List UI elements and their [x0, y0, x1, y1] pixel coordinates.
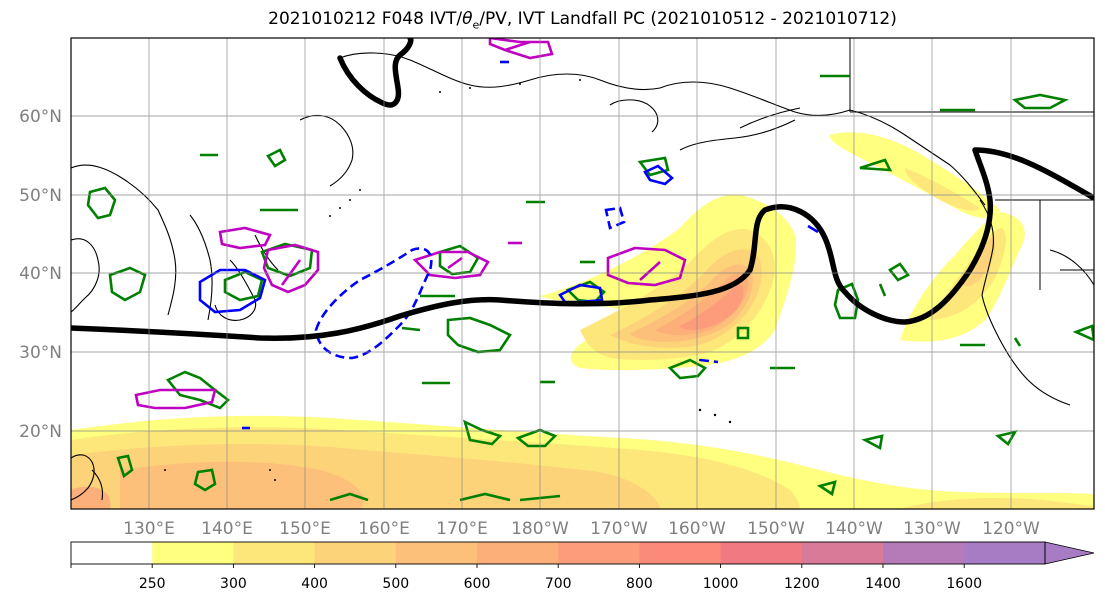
lon-label-160w: 160°W — [668, 519, 726, 539]
lon-label-140w: 140°W — [825, 519, 883, 539]
lon-label-170e: 170°E — [436, 519, 488, 539]
colorbar-tick-label: 800 — [626, 576, 653, 592]
colorbar-swatch — [477, 542, 559, 564]
longitude-labels: 130°E 140°E 150°E 160°E 170°E 180°W 170°… — [123, 519, 1040, 539]
lat-label-20: 20°N — [19, 422, 62, 442]
colorbar-swatch — [152, 542, 234, 564]
lon-label-130w: 130°W — [903, 519, 961, 539]
colorbar-swatch — [639, 542, 722, 564]
colorbar-tick-label: 300 — [220, 576, 247, 592]
lon-label-120w: 120°W — [982, 519, 1040, 539]
lat-label-60: 60°N — [19, 107, 62, 127]
colorbar-tick-label: 1000 — [703, 576, 739, 592]
ivt-landfall-streamline-north — [337, 38, 414, 108]
lon-label-180w: 180°W — [511, 519, 569, 539]
colorbar: 250 300 400 500 600 700 800 1000 1200 1400 1600 — [70, 541, 1095, 592]
colorbar-swatch — [71, 542, 153, 564]
colorbar-swatch — [883, 542, 965, 564]
colorbar-tick-label: 250 — [139, 576, 166, 592]
lat-label-50: 50°N — [19, 186, 62, 206]
ivt-landfall-streamline — [71, 147, 1094, 342]
colorbar-tick-label: 1600 — [946, 576, 982, 592]
map-border — [70, 37, 1095, 510]
colorbar-swatch — [801, 542, 884, 564]
colorbar-swatch — [314, 542, 397, 564]
colorbar-swatch — [720, 542, 803, 564]
colorbar-swatch — [558, 542, 640, 564]
map-title: 2021010212 F048 IVT/θe/PV, IVT Landfall … — [268, 9, 897, 32]
lat-label-30: 30°N — [19, 343, 62, 363]
pv-blue-dashed-contours — [314, 60, 719, 364]
pv-magenta-contours — [134, 38, 687, 410]
latitude-labels: 60°N 50°N 40°N 30°N 20°N — [19, 107, 62, 442]
colorbar-swatch — [964, 542, 1046, 564]
colorbar-tick-label: 600 — [464, 576, 491, 592]
colorbar-tick-label: 1400 — [865, 576, 901, 592]
theta-e-contours — [86, 74, 1094, 502]
colorbar-swatch — [233, 542, 316, 564]
lon-label-150e: 150°E — [279, 519, 331, 539]
colorbar-swatch — [395, 542, 478, 564]
colorbar-tick-label: 1200 — [784, 576, 820, 592]
lat-label-40: 40°N — [19, 264, 62, 284]
colorbar-tick-label: 500 — [382, 576, 409, 592]
colorbar-tick-label: 400 — [301, 576, 328, 592]
islands — [164, 79, 732, 481]
lon-label-160e: 160°E — [358, 519, 410, 539]
lon-label-150w: 150°W — [747, 519, 805, 539]
colorbar-extend-arrow — [1044, 541, 1095, 565]
lon-label-170w: 170°W — [590, 519, 648, 539]
colorbar-tick-label: 700 — [545, 576, 572, 592]
lon-label-140e: 140°E — [201, 519, 253, 539]
colorbar-tickmarks — [70, 564, 965, 568]
pv-blue-contours — [198, 164, 819, 430]
colorbar-tick-labels: 250 300 400 500 600 700 800 1000 1200 1400 1600 — [139, 576, 982, 592]
graticule — [71, 38, 1094, 509]
lon-label-130e: 130°E — [123, 519, 175, 539]
colorbar-swatches — [71, 542, 1046, 564]
ivt-shading — [71, 132, 1094, 509]
